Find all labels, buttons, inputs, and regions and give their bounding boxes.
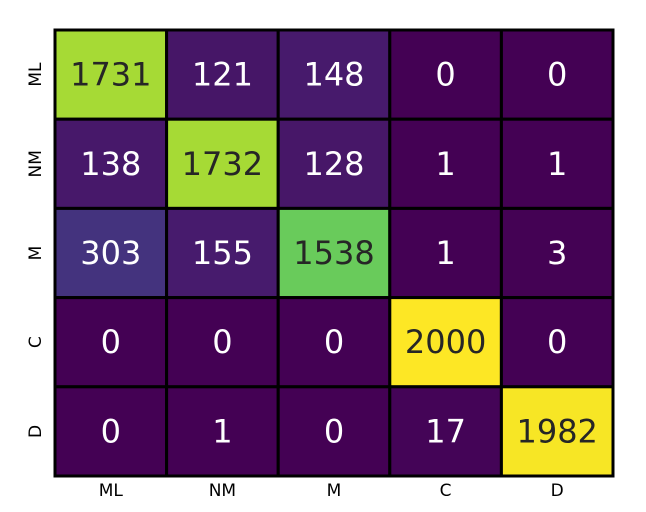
cell-value-label-M-M: 1538 [293,234,374,272]
cell-value-label-NM-D: 1 [547,145,567,183]
heatmap-cell-ML-ML [53,28,169,121]
heatmap-cell-C-D [499,296,615,389]
cell-value-label-D-M: 0 [324,412,344,450]
heatmap-cell-NM-D [499,117,615,210]
cell-value-label-NM-NM: 1732 [182,145,263,183]
cell-value-label-ML-M: 148 [303,56,364,94]
cell-value-label-NM-C: 1 [435,145,455,183]
x-tick-label-NM: NM [209,481,236,501]
heatmap-cells: 1731 121 148 0 0 138 1732 128 1 1 303 155 1538 1 3 0 0 0 2… [53,28,615,478]
y-axis-tick-labels: ML NM M C D [26,62,46,438]
heatmap-cell-D-M [276,385,392,478]
heatmap-cell-M-NM [165,206,280,300]
cell-value-label-M-NM: 155 [192,234,253,272]
cell-value-label-D-D: 1982 [516,412,597,450]
x-tick-label-D: D [551,481,564,501]
cell-value-label-ML-NM: 121 [192,56,253,94]
cell-value-label-D-C: 17 [425,412,466,450]
heatmap-cell-D-NM [165,385,280,478]
heatmap-cell-C-C [388,296,503,389]
cell-value-label-D-ML: 0 [101,412,121,450]
y-tick-label-D: D [26,425,46,438]
cell-value-label-C-C: 2000 [405,323,486,361]
heatmap-cell-D-D [499,385,615,478]
y-tick-label-C: C [26,336,46,348]
heatmap-cell-D-ML [53,385,169,478]
y-tick-label-ML: ML [26,62,46,87]
heatmap-cell-NM-M [276,117,392,210]
y-tick-label-NM: NM [26,150,46,177]
cell-value-label-C-D: 0 [547,323,567,361]
cell-value-label-NM-ML: 138 [80,145,141,183]
cell-value-label-D-NM: 1 [212,412,232,450]
heatmap-cell-ML-NM [165,28,280,121]
heatmap-cell-C-ML [53,296,169,389]
x-tick-label-C: C [440,481,452,501]
cell-value-label-C-NM: 0 [212,323,232,361]
cell-value-label-ML-C: 0 [435,56,455,94]
cell-value-label-NM-M: 128 [303,145,364,183]
cell-value-label-M-ML: 303 [80,234,141,272]
y-tick-label-M: M [26,246,46,261]
cell-value-label-ML-ML: 1731 [70,56,151,94]
x-tick-label-M: M [327,481,342,501]
x-tick-label-ML: ML [99,481,124,501]
cell-value-label-C-ML: 0 [101,323,121,361]
cell-value-label-M-C: 1 [435,234,455,272]
cell-value-label-C-M: 0 [324,323,344,361]
heatmap-cell-NM-ML [53,117,169,210]
x-axis-tick-labels: ML NM M C D [99,481,564,501]
cell-value-label-ML-D: 0 [547,56,567,94]
heatmap-cell-M-C [388,206,503,300]
cell-value-label-M-D: 3 [547,234,567,272]
heatmap-cell-C-NM [165,296,280,389]
